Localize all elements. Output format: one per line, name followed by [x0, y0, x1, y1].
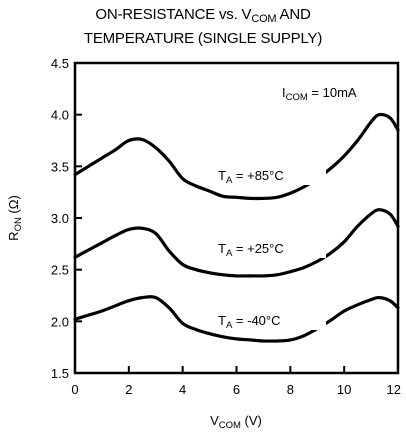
- x-tick-label: 4: [179, 382, 186, 397]
- x-axis-label-unit: (V): [241, 413, 262, 428]
- x-tick-label: 12: [387, 382, 401, 397]
- series-label-main: T: [218, 241, 226, 256]
- y-axis-label-unit: (Ω): [6, 195, 21, 217]
- condition-label: ICOM = 10mA: [282, 85, 357, 103]
- x-axis-label: VCOM (V): [210, 413, 262, 431]
- x-axis-label-subscript: COM: [219, 420, 241, 431]
- tick-labels: 1.5 2.0 2.5 3.0 3.5 4.0 4.5 0 2 4 6 8 10 12: [51, 56, 401, 397]
- series-label-subscript: A: [226, 320, 233, 331]
- y-axis-label-main: R: [6, 231, 21, 240]
- y-tick-label: 3.5: [51, 159, 69, 174]
- chart-title-line1: ON-RESISTANCE vs. VCOM AND: [0, 6, 406, 25]
- y-axis-label: RON (Ω): [6, 195, 24, 241]
- x-tick-label: 0: [71, 382, 78, 397]
- curve-85c: [73, 112, 400, 201]
- series-label-subscript: A: [226, 175, 233, 186]
- chart-title-line2: TEMPERATURE (SINGLE SUPPLY): [83, 30, 323, 47]
- curve-minus40c: [73, 295, 400, 343]
- y-tick-label: 4.0: [51, 108, 69, 123]
- x-tick-label: 2: [125, 382, 132, 397]
- series-label: TA = -40°C: [218, 313, 281, 331]
- y-tick-label: 3.0: [51, 211, 69, 226]
- series-label-background: [212, 163, 326, 185]
- y-tick-label: 2.0: [51, 314, 69, 329]
- condition-value: = 10mA: [308, 85, 357, 100]
- series-label-background: [212, 236, 326, 258]
- condition-main: I: [282, 85, 286, 100]
- series-label: TA = +25°C: [218, 241, 284, 259]
- series-label-value: = -40°C: [232, 313, 280, 328]
- x-axis-label-main: V: [210, 413, 219, 428]
- series-label-value: = +85°C: [232, 168, 283, 183]
- chart-title-suffix: AND: [276, 6, 311, 23]
- data-curves: TA = +85°CTA = +25°CTA = -40°C: [73, 112, 400, 343]
- series-label-main: T: [218, 168, 226, 183]
- condition-subscript: COM: [286, 92, 308, 103]
- x-tick-label: 10: [337, 382, 351, 397]
- x-tick-label: 6: [233, 382, 240, 397]
- y-tick-label: 4.5: [51, 56, 69, 71]
- curve-25c: [73, 208, 400, 278]
- series-label-main: T: [218, 313, 226, 328]
- series-label-value: = +25°C: [232, 241, 283, 256]
- plot-frame: [73, 61, 400, 375]
- series-label-subscript: A: [226, 248, 233, 259]
- y-tick-label: 2.5: [51, 263, 69, 278]
- y-axis-label-subscript: ON: [13, 217, 24, 231]
- series-label: TA = +85°C: [218, 168, 284, 186]
- chart-title-subscript: COM: [251, 13, 277, 25]
- series-label-background: [212, 308, 326, 330]
- chart-title-prefix: ON-RESISTANCE vs. V: [95, 6, 252, 23]
- y-tick-label: 1.5: [51, 366, 69, 381]
- x-tick-label: 8: [287, 382, 294, 397]
